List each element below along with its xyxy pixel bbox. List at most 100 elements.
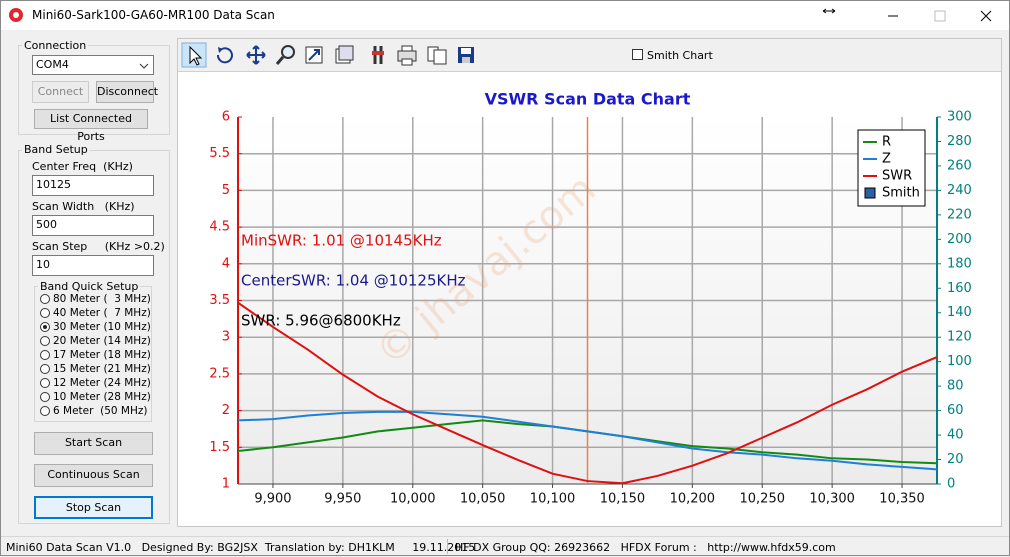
band-radio[interactable]: 12 Meter (24 MHz) — [40, 376, 151, 390]
app-icon — [9, 8, 23, 22]
radio-dot[interactable] — [40, 322, 50, 332]
y2-tick-label: 0 — [947, 477, 955, 492]
band-radio[interactable]: 30 Meter (10 MHz) — [40, 320, 151, 334]
status-links: HF DX Group QQ: 26923662 HFDX Forum : ht… — [455, 541, 836, 554]
x-tick-label: 10,150 — [600, 492, 646, 507]
y2-tick-label: 300 — [947, 110, 972, 125]
annotation: MinSWR: 1.01 @10145KHz — [241, 232, 442, 250]
x-tick-label: 10,250 — [740, 492, 786, 507]
y2-tick-label: 160 — [947, 281, 972, 296]
y-tick-label: 2.5 — [209, 366, 230, 381]
radio-label: 30 Meter (10 MHz) — [53, 321, 151, 333]
radio-label: 17 Meter (18 MHz) — [53, 349, 151, 361]
list-ports-button[interactable]: List Connected Ports — [34, 109, 148, 143]
field-label: Scan Width (KHz) — [32, 200, 135, 213]
y2-tick-label: 60 — [947, 403, 964, 418]
y2-tick-label: 100 — [947, 354, 972, 369]
group-label: Band Quick Setup — [38, 280, 141, 293]
port-select[interactable]: COM4 — [32, 55, 154, 75]
band-radio[interactable]: 10 Meter (28 MHz) — [40, 390, 151, 404]
radio-dot[interactable] — [40, 406, 50, 416]
scan-step-input[interactable]: 10 — [32, 255, 154, 276]
x-tick-label: 10,050 — [460, 492, 506, 507]
x-tick-label: 10,000 — [390, 492, 436, 507]
series-line — [237, 410, 938, 471]
radio-label: 15 Meter (21 MHz) — [53, 363, 151, 375]
legend-label: SWR — [882, 169, 912, 184]
y2-tick-label: 120 — [947, 330, 972, 345]
radio-label: 12 Meter (24 MHz) — [53, 377, 151, 389]
legend-label: R — [882, 135, 891, 150]
radio-dot[interactable] — [40, 392, 50, 402]
stop-scan-button[interactable]: Stop Scan — [34, 496, 153, 519]
legend-label: Z — [882, 152, 891, 167]
radio-dot[interactable] — [40, 364, 50, 374]
continuous-scan-button[interactable]: Continuous Scan — [34, 464, 153, 487]
band-radio[interactable]: 80 Meter ( 3 MHz) — [40, 292, 151, 306]
center-freq-input[interactable]: 10125 — [32, 175, 154, 196]
annotation: CenterSWR: 1.04 @10125KHz — [241, 272, 466, 290]
y2-tick-label: 240 — [947, 183, 972, 198]
y-tick-label: 1.5 — [209, 440, 230, 455]
y-tick-label: 6 — [222, 110, 230, 125]
x-tick-label: 10,100 — [530, 492, 576, 507]
scan-width-input[interactable]: 500 — [32, 215, 154, 236]
start-scan-button[interactable]: Start Scan — [34, 432, 153, 455]
y-tick-label: 5 — [222, 183, 230, 198]
band-radio[interactable]: 6 Meter (50 MHz) — [40, 404, 151, 418]
band-setup-group — [18, 150, 170, 524]
radio-dot[interactable] — [40, 294, 50, 304]
y-tick-label: 3.5 — [209, 293, 230, 308]
status-separator — [447, 539, 448, 554]
radio-label: 80 Meter ( 3 MHz) — [53, 293, 151, 305]
y2-tick-label: 40 — [947, 428, 964, 443]
disconnect-button[interactable]: Disconnect — [96, 81, 158, 103]
y2-tick-label: 180 — [947, 256, 972, 271]
y-tick-label: 1 — [222, 477, 230, 492]
status-credits: Mini60 Data Scan V1.0 Designed By: BG2JS… — [6, 541, 476, 554]
y-tick-label: 4 — [222, 256, 230, 271]
y2-tick-label: 220 — [947, 207, 972, 222]
y-tick-label: 2 — [222, 403, 230, 418]
field-label: Scan Step (KHz >0.2) — [32, 240, 165, 253]
y2-tick-label: 20 — [947, 452, 964, 467]
port-value: COM4 — [36, 58, 69, 71]
dropdown-arrow — [139, 63, 149, 69]
x-tick-label: 9,950 — [324, 492, 361, 507]
y-tick-label: 5.5 — [209, 146, 230, 161]
chart-title: VSWR Scan Data Chart — [485, 90, 691, 109]
x-tick-label: 10,200 — [670, 492, 716, 507]
title-bar: Mini60-Sark100-GA60-MR100 Data Scan — [0, 0, 1010, 30]
radio-dot[interactable] — [40, 336, 50, 346]
connect-button[interactable]: Connect — [32, 81, 89, 103]
y2-tick-label: 260 — [947, 158, 972, 173]
y2-tick-label: 140 — [947, 305, 972, 320]
x-tick-label: 10,350 — [879, 492, 925, 507]
group-label: Connection — [22, 39, 89, 52]
series-line — [237, 301, 938, 485]
legend-swatch — [864, 187, 876, 199]
group-label: Band Setup — [22, 143, 90, 156]
radio-dot[interactable] — [40, 308, 50, 318]
toolbar: Smith Chart — [178, 39, 1001, 72]
connection-group — [18, 45, 170, 135]
smith-checkbox-label[interactable]: Smith Chart — [647, 49, 713, 62]
radio-dot[interactable] — [40, 378, 50, 388]
window-controls[interactable] — [818, 6, 1008, 26]
band-radio[interactable]: 15 Meter (21 MHz) — [40, 362, 151, 376]
toolbar-icons[interactable] — [178, 39, 478, 71]
smith-checkbox[interactable] — [632, 49, 643, 60]
band-radio[interactable]: 20 Meter (14 MHz) — [40, 334, 151, 348]
radio-label: 6 Meter (50 MHz) — [53, 405, 148, 417]
band-radio[interactable]: 40 Meter ( 7 MHz) — [40, 306, 151, 320]
y2-tick-label: 80 — [947, 379, 964, 394]
annotation: SWR: 5.96@6800KHz — [241, 312, 401, 330]
x-tick-label: 10,300 — [809, 492, 855, 507]
band-radio[interactable]: 17 Meter (18 MHz) — [40, 348, 151, 362]
y2-tick-label: 280 — [947, 134, 972, 149]
radio-dot[interactable] — [40, 350, 50, 360]
radio-label: 40 Meter ( 7 MHz) — [53, 307, 151, 319]
y-tick-label: 3 — [222, 330, 230, 345]
x-tick-label: 9,900 — [254, 492, 291, 507]
